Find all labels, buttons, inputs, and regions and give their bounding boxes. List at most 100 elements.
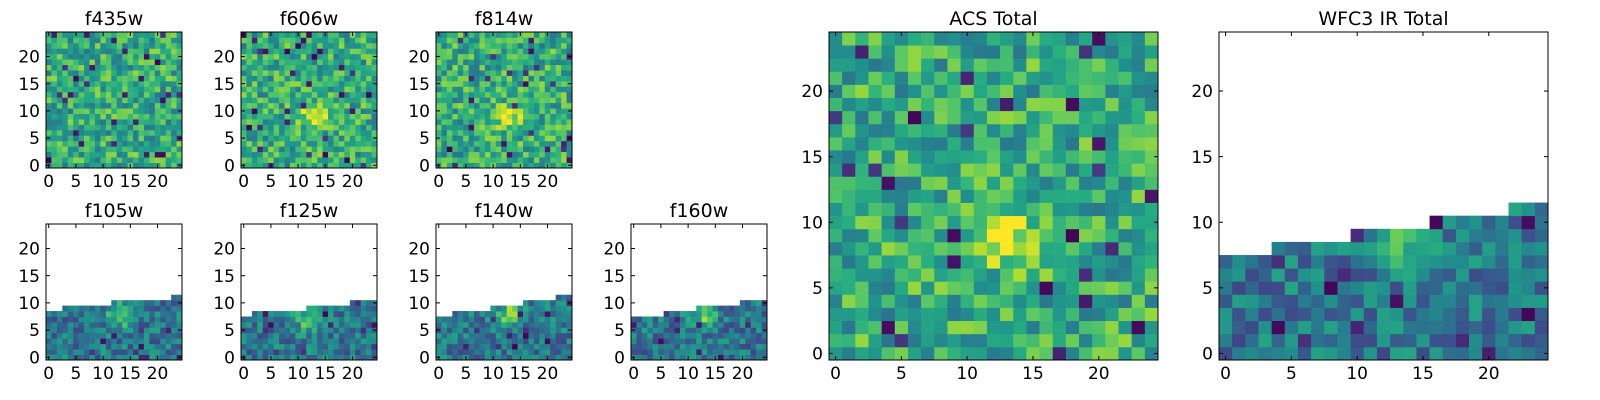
heatmap-cell (1013, 281, 1027, 295)
heatmap-cell (1079, 281, 1093, 295)
heatmap-cell (360, 349, 367, 355)
heatmap-cell (1495, 228, 1509, 243)
heatmap-cell (122, 113, 128, 120)
heatmap-cell (1026, 189, 1040, 203)
heatmap-cell (78, 162, 85, 169)
x-tick-label: 15 (704, 364, 726, 384)
heatmap-cell (62, 108, 69, 114)
heatmap-cell (701, 316, 708, 323)
heatmap-cell (133, 80, 139, 87)
heatmap-cell (1376, 346, 1391, 361)
heatmap-cell (523, 140, 529, 147)
heatmap-cell (111, 327, 118, 334)
heatmap-cell (360, 354, 367, 361)
heatmap-cell (1232, 346, 1246, 361)
heatmap-cell (495, 102, 502, 109)
heatmap-cell (116, 91, 123, 98)
heatmap-cell (868, 281, 883, 295)
heatmap-cell (631, 316, 637, 323)
heatmap-cell (652, 338, 659, 345)
heatmap-cell (344, 332, 351, 339)
heatmap-cell (1416, 320, 1430, 335)
y-tick-label: 5 (29, 321, 40, 341)
heatmap-cell (517, 332, 524, 339)
heatmap-cell (344, 70, 351, 76)
heatmap-cell (490, 86, 497, 93)
heatmap-cell (1469, 268, 1483, 282)
heatmap-cell (251, 146, 258, 153)
heatmap-cell (506, 354, 513, 361)
heatmap-cell (1065, 45, 1080, 59)
heatmap-cell (523, 80, 529, 87)
heatmap-cell (289, 140, 296, 147)
heatmap-cell (1337, 294, 1351, 308)
heatmap-cell (133, 354, 139, 361)
heatmap-cell (1376, 294, 1391, 308)
heatmap-cell (46, 86, 52, 93)
heatmap-cell (921, 32, 935, 46)
heatmap-cell (1403, 241, 1417, 256)
y-tick-label: 10 (408, 294, 430, 314)
heatmap-cell (658, 321, 665, 328)
heatmap-cell (306, 162, 313, 169)
heatmap-cell (561, 64, 567, 71)
heatmap-cell (707, 343, 713, 350)
heatmap-cell (561, 157, 567, 163)
heatmap-cell (1131, 136, 1146, 151)
heatmap-cell (78, 119, 85, 125)
heatmap-cell (539, 102, 546, 109)
heatmap-cell (251, 37, 258, 44)
heatmap-cell (46, 332, 52, 339)
heatmap-cell (1039, 346, 1054, 361)
heatmap-cell (322, 332, 329, 339)
heatmap-cell (149, 75, 156, 82)
heatmap-cell (300, 316, 307, 323)
axes-frame (45, 31, 183, 169)
heatmap-cell (273, 48, 280, 55)
heatmap-cell (154, 64, 161, 71)
heatmap-cell (176, 332, 183, 339)
heatmap-cell (441, 102, 448, 109)
heatmap-cell (284, 97, 291, 104)
heatmap-cell (154, 37, 161, 44)
heatmap-cell (484, 146, 491, 153)
heatmap-cell (1092, 32, 1106, 46)
heatmap-cell (539, 311, 546, 317)
heatmap-cell (436, 124, 442, 131)
heatmap-cell (934, 307, 948, 322)
heatmap-cell (62, 146, 69, 153)
heatmap-cell (501, 354, 508, 361)
heatmap-cell (1144, 294, 1159, 308)
heatmap-cell (894, 294, 909, 308)
heatmap-cell (300, 91, 307, 98)
heatmap-cell (539, 97, 546, 104)
heatmap-cell (555, 327, 562, 334)
heatmap-cell (268, 332, 275, 339)
heatmap-cell (89, 146, 96, 153)
heatmap-cell (160, 32, 167, 38)
heatmap-cell (171, 332, 177, 339)
y-tick-label: 15 (408, 75, 430, 95)
heatmap-cell (457, 129, 464, 136)
heatmap-cell (165, 113, 172, 120)
heatmap-cell (94, 321, 101, 328)
heatmap-cell (138, 86, 145, 93)
heatmap-cell (495, 305, 502, 312)
heatmap-cell (566, 332, 573, 339)
heatmap-cell (111, 124, 118, 131)
heatmap-cell (273, 338, 280, 345)
heatmap-cell (154, 332, 161, 339)
heatmap-cell (1508, 241, 1523, 256)
heatmap-cell (273, 37, 280, 44)
y-tick-label: 15 (18, 267, 40, 287)
heatmap-cell (300, 140, 307, 147)
heatmap-cell (533, 332, 540, 339)
heatmap-cell (501, 91, 508, 98)
heatmap-cell (154, 108, 161, 114)
heatmap-cell (273, 70, 280, 76)
heatmap-cell (490, 124, 497, 131)
heatmap-cell (241, 129, 247, 136)
heatmap-cell (533, 135, 540, 142)
heatmap-cell (344, 151, 351, 158)
heatmap-cell (566, 64, 573, 71)
